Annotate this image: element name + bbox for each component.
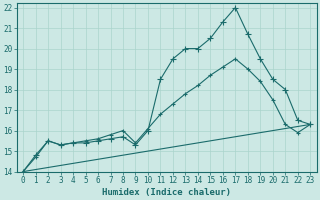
X-axis label: Humidex (Indice chaleur): Humidex (Indice chaleur) [102, 188, 231, 197]
